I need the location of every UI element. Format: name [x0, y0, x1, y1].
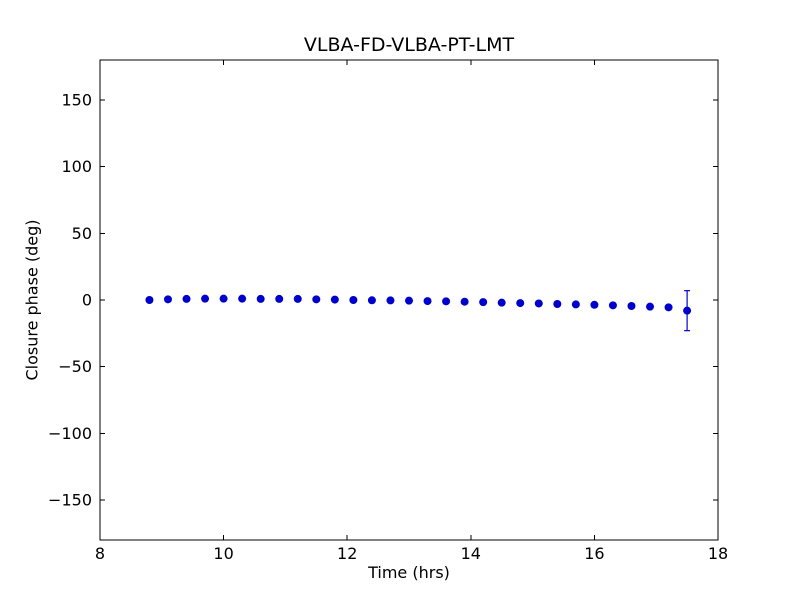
y-tick-label: 150	[61, 91, 92, 110]
data-point	[330, 295, 339, 304]
data-point	[219, 294, 228, 303]
y-tick-label: −100	[48, 424, 92, 443]
y-tick-label: −150	[48, 491, 92, 510]
data-point	[145, 296, 154, 304]
data-point	[627, 302, 636, 310]
data-point	[386, 296, 395, 305]
data-point	[460, 297, 469, 306]
data-point	[516, 299, 525, 308]
data-point	[534, 299, 543, 308]
data-point	[497, 298, 506, 307]
data-point	[256, 294, 265, 303]
y-tick-label: 0	[82, 291, 92, 310]
data-point	[423, 297, 432, 306]
data-point	[553, 300, 562, 308]
data-point	[442, 297, 451, 306]
data-point	[646, 302, 655, 311]
x-tick-label: 16	[584, 544, 604, 563]
data-point	[479, 298, 488, 307]
data-point	[571, 300, 580, 309]
data-point	[182, 294, 191, 303]
y-tick-label: 100	[61, 157, 92, 176]
data-point	[608, 301, 617, 310]
x-tick-label: 8	[95, 544, 105, 563]
data-point	[238, 294, 247, 303]
chart-title: VLBA-FD-VLBA-PT-LMT	[303, 34, 515, 56]
y-tick-label: −50	[58, 357, 92, 376]
y-axis-label: Closure phase (deg)	[22, 219, 42, 381]
data-point	[590, 300, 599, 309]
data-point	[312, 295, 321, 304]
data-point	[405, 296, 413, 305]
data-point	[275, 294, 284, 303]
y-tick-label: 50	[72, 224, 92, 243]
data-point	[664, 303, 673, 312]
data-point	[163, 295, 172, 304]
data-point	[349, 296, 358, 304]
x-tick-label: 12	[337, 544, 357, 563]
x-axis-label: Time (hrs)	[368, 563, 450, 582]
data-point	[683, 306, 692, 315]
data-point	[367, 296, 376, 305]
data-point	[293, 294, 302, 303]
data-point	[201, 294, 210, 303]
x-tick-label: 10	[213, 544, 233, 563]
x-tick-label: 14	[461, 544, 481, 563]
x-tick-label: 18	[708, 544, 728, 563]
